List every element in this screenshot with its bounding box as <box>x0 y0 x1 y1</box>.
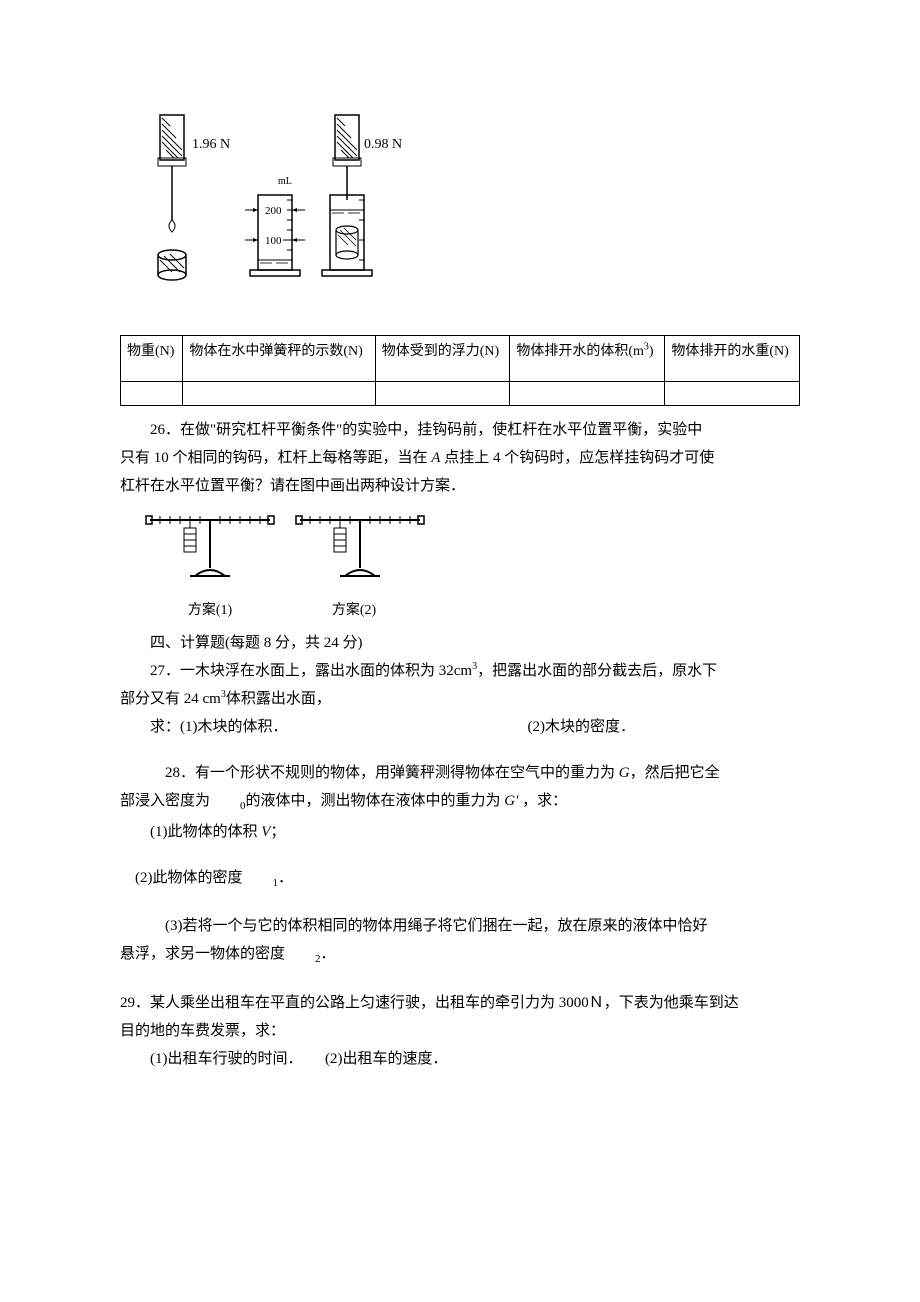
q26-line3: 杠杆在水平位置平衡？请在图中画出两种设计方案． <box>120 474 800 498</box>
cyl-mark-100: 100 <box>265 235 282 247</box>
plan1-label: 方案(1) <box>140 599 280 619</box>
lever-labels: 方案(1) 方案(2) <box>140 599 800 619</box>
left-reading-text: 1.96 N <box>192 137 230 152</box>
col-weight: 物重(N) <box>121 336 183 382</box>
q26-line1: 26．在做"研究杠杆平衡条件"的实验中，挂钩码前，使杠杆在水平位置平衡，实验中 <box>120 418 800 442</box>
q29-line2: 目的地的车费发票，求： <box>120 1019 800 1043</box>
right-reading-text: 0.98 N <box>364 137 402 152</box>
q27-line1: 27．一木块浮在水面上，露出水面的体积为 32cm3，把露出水面的部分截去后，原… <box>120 659 800 683</box>
q27-line2: 部分又有 24 cm3体积露出水面， <box>120 687 800 711</box>
q28-sub3b: 悬浮，求另一物体的密度 2． <box>120 942 800 969</box>
q28-sub2: (2)此物体的密度 1． <box>120 866 800 893</box>
q28-line2: 部浸入密度为 0的液体中，测出物体在液体中的重力为 G′ ，求： <box>120 789 800 816</box>
q28-sub3a: (3)若将一个与它的体积相同的物体用绳子将它们捆在一起，放在原来的液体中恰好 <box>120 914 800 938</box>
q27-subq: 求：(1)木块的体积．(2)木块的密度． <box>150 715 800 739</box>
lever-diagrams <box>140 508 800 593</box>
col-spring-reading: 物体在水中弹簧秤的示数(N) <box>183 336 375 382</box>
q28-line1: 28．有一个形状不规则的物体，用弹簧秤测得物体在空气中的重力为 G，然后把它全 <box>120 761 800 785</box>
plan2-label: 方案(2) <box>284 599 424 619</box>
cyl-mark-200: 200 <box>265 205 282 217</box>
q26-line2: 只有 10 个相同的钩码，杠杆上每格等距，当在 A 点挂上 4 个钩码时，应怎样… <box>120 446 800 470</box>
q29-line1: 29．某人乘坐出租车在平直的公路上匀速行驶，出租车的牵引力为 3000Ｎ，下表为… <box>120 991 800 1015</box>
col-buoyancy: 物体受到的浮力(N) <box>375 336 510 382</box>
section4-title: 四、计算题(每题 8 分，共 24 分) <box>120 631 800 655</box>
spring-balance-figure: 1.96 N mL 200 100 <box>140 100 800 305</box>
q28-sub1: (1)此物体的体积 V； <box>120 820 800 844</box>
svg-text:mL: mL <box>278 176 292 187</box>
col-water-weight: 物体排开的水重(N) <box>665 336 800 382</box>
data-table: 物重(N) 物体在水中弹簧秤的示数(N) 物体受到的浮力(N) 物体排开水的体积… <box>120 335 800 406</box>
q29-sub: (1)出租车行驶的时间． (2)出租车的速度． <box>120 1047 800 1071</box>
table-header-row: 物重(N) 物体在水中弹簧秤的示数(N) 物体受到的浮力(N) 物体排开水的体积… <box>121 336 800 382</box>
table-empty-row <box>121 382 800 406</box>
col-volume: 物体排开水的体积(m3) <box>510 336 665 382</box>
